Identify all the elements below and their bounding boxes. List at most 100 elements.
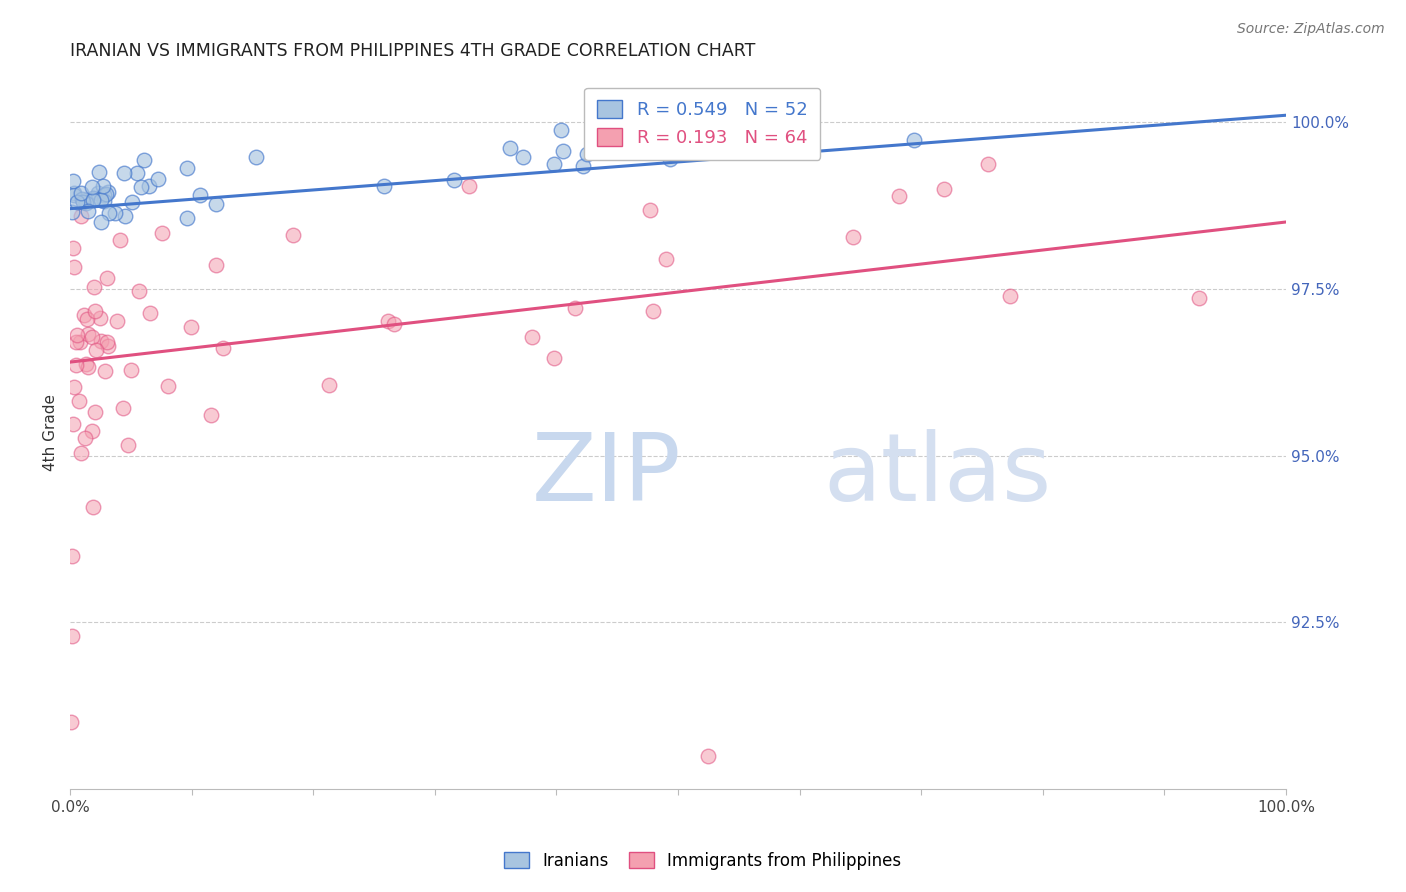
Point [62,417,84,431]
Legend: Iranians, Immigrants from Philippines: Iranians, Immigrants from Philippines [498,846,908,877]
Point [63,260,86,275]
Point [443,173,465,187]
Point [129,180,152,194]
Point [205,258,228,272]
Point [887,188,910,202]
Point [87,186,110,200]
Point [70,192,93,206]
Text: ZIP: ZIP [531,429,682,521]
Point [63,380,86,394]
Point [128,284,150,298]
Point [108,233,131,247]
Point [90,334,112,348]
Point [96,339,118,353]
Point [138,178,160,193]
Point [94,187,117,202]
Point [176,161,198,176]
Point [70,186,93,200]
Point [60,549,83,563]
Point [105,314,128,328]
Point [77,203,100,218]
Point [62,186,84,200]
Point [62,241,84,255]
Point [766,131,789,145]
Point [60,715,83,730]
Point [132,153,155,168]
Point [60,629,83,643]
Point [76,312,98,326]
Y-axis label: 4th Grade: 4th Grade [44,393,58,471]
Point [458,179,481,194]
Point [641,304,664,318]
Point [82,191,104,205]
Point [1188,291,1211,305]
Point [721,122,744,136]
Point [318,378,340,392]
Point [139,306,162,320]
Point [96,186,118,200]
Point [150,226,173,240]
Point [80,180,103,194]
Point [82,193,104,207]
Point [82,500,104,514]
Point [84,405,107,419]
Text: Source: ZipAtlas.com: Source: ZipAtlas.com [1237,22,1385,37]
Point [76,326,98,341]
Point [96,271,118,285]
Point [903,132,925,146]
Point [70,445,93,459]
Point [112,401,135,416]
Point [120,363,142,377]
Point [90,193,112,207]
Point [180,320,202,334]
Point [112,166,135,180]
Point [62,174,84,188]
Point [65,359,87,373]
Point [73,431,96,445]
Point [512,149,534,163]
Point [188,188,211,202]
Point [89,311,111,326]
Point [977,157,1000,171]
Point [281,228,304,243]
Text: atlas: atlas [824,429,1052,521]
Point [382,318,405,332]
Point [998,289,1021,303]
Point [69,334,91,349]
Point [60,204,83,219]
Point [117,438,139,452]
Point [564,301,586,315]
Point [543,351,565,366]
Point [73,308,96,322]
Point [93,194,115,208]
Point [84,303,107,318]
Point [932,182,955,196]
Point [83,279,105,293]
Legend: R = 0.549   N = 52, R = 0.193   N = 64: R = 0.549 N = 52, R = 0.193 N = 64 [585,87,820,160]
Point [245,150,267,164]
Point [89,164,111,178]
Point [80,329,103,343]
Point [121,194,143,209]
Point [90,215,112,229]
Point [782,141,804,155]
Point [75,193,97,207]
Point [204,196,226,211]
Point [114,209,136,223]
Point [156,379,179,393]
Point [93,187,115,202]
Point [76,360,98,375]
Text: IRANIAN VS IMMIGRANTS FROM PHILIPPINES 4TH GRADE CORRELATION CHART: IRANIAN VS IMMIGRANTS FROM PHILIPPINES 4… [70,42,755,60]
Point [66,328,89,343]
Point [86,343,108,357]
Point [67,394,90,409]
Point [522,330,544,344]
Point [148,172,170,186]
Point [93,364,115,378]
Point [543,157,565,171]
Point [103,206,125,220]
Point [696,748,718,763]
Point [659,152,682,166]
Point [69,209,91,223]
Point [499,141,522,155]
